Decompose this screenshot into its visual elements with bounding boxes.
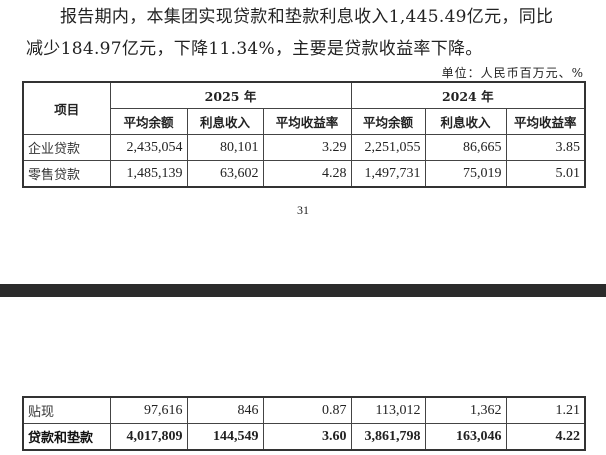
cell: 2,435,054 [109,134,188,161]
cell: 1,485,139 [109,160,188,188]
cell: 3.85 [505,134,586,161]
page-number: 31 [297,203,309,217]
cell: 3.60 [262,423,352,451]
paragraph-line-2: 减少184.97亿元，下降11.34%，主要是贷款收益率下降。 [26,39,483,59]
cell: 3,861,798 [350,423,426,451]
row-label: 贴现 [22,396,111,424]
cell: 4.28 [262,160,352,188]
cell: 97,616 [109,396,188,424]
cell: 163,046 [424,423,507,451]
subheader: 平均收益率 [262,108,352,135]
item-header: 项目 [22,81,111,135]
table-row-total: 贷款和垫款 4,017,809 144,549 3.60 3,861,798 1… [22,423,586,451]
loan-interest-table-bottom: 贴现 97,616 846 0.87 113,012 1,362 1.21 贷款… [22,396,586,451]
cell: 4,017,809 [109,423,188,451]
cell: 0.87 [262,396,352,424]
cell: 3.29 [262,134,352,161]
table-row: 企业贷款 2,435,054 80,101 3.29 2,251,055 86,… [22,134,586,161]
table-row: 零售贷款 1,485,139 63,602 4.28 1,497,731 75,… [22,160,586,188]
cell: 144,549 [186,423,264,451]
table-row: 贴现 97,616 846 0.87 113,012 1,362 1.21 [22,396,586,424]
subheader: 平均余额 [109,108,188,135]
subheader: 平均收益率 [505,108,586,135]
cell: 4.22 [505,423,586,451]
cell: 1.21 [505,396,586,424]
cell: 846 [186,396,264,424]
unit-label: 单位：人民币百万元、% [441,66,584,80]
subheader: 利息收入 [424,108,507,135]
year-header-2025: 2025 年 [109,81,352,109]
cell: 2,251,055 [350,134,426,161]
cell: 113,012 [350,396,426,424]
page-break-band [0,284,606,297]
subheader: 利息收入 [186,108,264,135]
loan-interest-table-top: 项目 2025 年 2024 年 平均余额 利息收入 平均收益率 平均余额 利息… [22,81,587,188]
cell: 63,602 [186,160,264,188]
cell: 75,019 [424,160,507,188]
paragraph-line-1: 报告期内，本集团实现贷款和垫款利息收入1,445.49亿元，同比 [60,7,554,27]
year-header-2024: 2024 年 [350,81,586,109]
cell: 80,101 [186,134,264,161]
row-label: 贷款和垫款 [22,423,111,451]
cell: 1,497,731 [350,160,426,188]
cell: 5.01 [505,160,586,188]
subheader: 平均余额 [350,108,426,135]
cell: 1,362 [424,396,507,424]
row-label: 零售贷款 [22,160,111,188]
cell: 86,665 [424,134,507,161]
row-label: 企业贷款 [22,134,111,161]
